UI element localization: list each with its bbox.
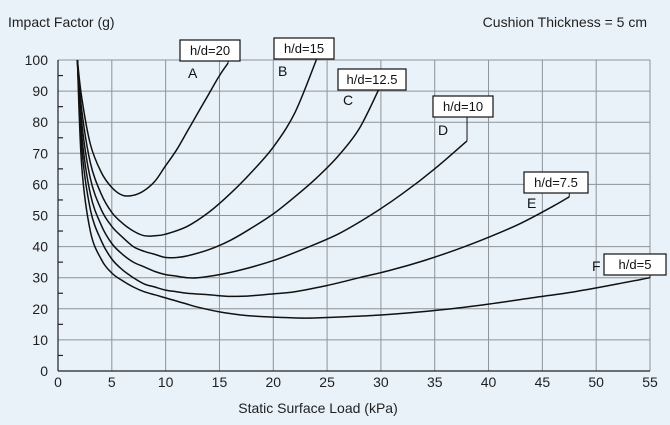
x-tick-label: 25 xyxy=(319,374,335,390)
series-tag-label: h/d=5 xyxy=(619,257,652,272)
series-tag-label: h/d=12.5 xyxy=(347,72,398,87)
grid xyxy=(58,59,651,371)
y-tick-label: 10 xyxy=(32,332,48,348)
series-tag-label: h/d=15 xyxy=(284,41,324,56)
y-tick-label: 60 xyxy=(32,176,48,192)
curve-c xyxy=(76,59,382,259)
x-tick-label: 50 xyxy=(588,374,604,390)
y-tick-label: 20 xyxy=(32,301,48,317)
series-letter: A xyxy=(188,65,198,81)
curve-b xyxy=(76,59,317,237)
tick-labels: 0 5 10 15 20 25 30 35 40 45 50 55 0 10 20 30 40 50 60 70 80 9… xyxy=(25,52,658,390)
series-tag-label: h/d=20 xyxy=(190,43,230,58)
x-tick-label: 15 xyxy=(212,374,228,390)
curve-f xyxy=(76,59,651,319)
series-labels: h/d=20 Ah/d=15 Bh/d=12.5 C h/d=10 Dh/d=7.5 Eh/… xyxy=(179,37,667,278)
y-tick-label: 90 xyxy=(32,83,48,99)
curve-e xyxy=(76,59,570,298)
y-tick-label: 50 xyxy=(32,208,48,224)
series-letter: E xyxy=(527,195,536,211)
x-tick-label: 55 xyxy=(642,374,658,390)
series-tag-box xyxy=(273,37,335,60)
x-tick-label: 0 xyxy=(54,374,62,390)
series-letter: C xyxy=(343,92,353,108)
series-tag-box xyxy=(432,95,494,118)
x-tick-label: 30 xyxy=(373,374,389,390)
curve-a xyxy=(76,59,229,197)
y-axis-title: Impact Factor (g) xyxy=(8,14,115,30)
y-tick-label: 40 xyxy=(32,239,48,255)
series-tag-label: h/d=10 xyxy=(443,99,483,114)
y-tick-label: 100 xyxy=(25,52,49,68)
series-tag-box xyxy=(179,39,241,62)
series-letter: F xyxy=(592,258,601,274)
series-letter: B xyxy=(278,63,287,79)
cushion-thickness-annotation: Cushion Thickness = 5 cm xyxy=(483,14,647,30)
x-tick-label: 20 xyxy=(265,374,281,390)
series-tag-box xyxy=(603,253,667,276)
x-tick-label: 45 xyxy=(535,374,551,390)
series-tag-label: h/d=7.5 xyxy=(534,175,578,190)
y-tick-label: 70 xyxy=(32,145,48,161)
curve-d xyxy=(76,59,468,279)
x-axis-title: Static Surface Load (kPa) xyxy=(238,400,398,416)
x-tick-label: 10 xyxy=(158,374,174,390)
x-tick-label: 40 xyxy=(481,374,497,390)
y-tick-label: 30 xyxy=(32,270,48,286)
curves xyxy=(76,59,651,319)
x-tick-label: 5 xyxy=(108,374,116,390)
series-letter: D xyxy=(438,122,448,138)
series-tag-box xyxy=(337,68,407,91)
y-tick-label: 80 xyxy=(32,114,48,130)
y-tick-label: 0 xyxy=(40,363,48,379)
x-tick-label: 35 xyxy=(427,374,443,390)
series-tag-box xyxy=(523,171,589,194)
axes xyxy=(57,60,650,372)
